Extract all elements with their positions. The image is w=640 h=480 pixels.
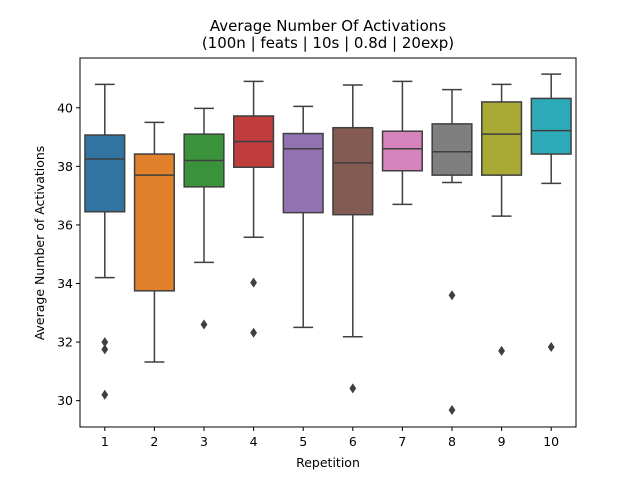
- y-tick-label: 36: [57, 217, 73, 232]
- y-tick-label: 40: [57, 100, 73, 115]
- outlier-point: [250, 277, 257, 288]
- box-group-8: [431, 88, 473, 416]
- x-axis: 1 2 3 4 5 6 7 8 9 10: [101, 427, 559, 449]
- x-tick-label: 10: [543, 434, 559, 449]
- outlier-point: [250, 327, 257, 338]
- box: [133, 153, 175, 292]
- box: [431, 123, 473, 176]
- box: [481, 101, 523, 176]
- outlier-point: [349, 383, 357, 394]
- y-axis: 30 32 34 36 38 40: [57, 100, 80, 408]
- box-group-1: [84, 83, 126, 400]
- box-group-6: [332, 84, 374, 394]
- x-tick-label: 9: [498, 434, 506, 449]
- x-tick-label: 1: [101, 434, 109, 449]
- outlier-point: [498, 345, 505, 356]
- x-axis-label: Repetition: [296, 455, 360, 470]
- box-group-4: [233, 80, 275, 338]
- x-tick-label: 7: [398, 434, 406, 449]
- box-group-10: [530, 73, 572, 353]
- x-tick-label: 8: [448, 434, 456, 449]
- box: [530, 97, 572, 155]
- outlier-point: [448, 290, 456, 301]
- x-tick-label: 3: [200, 434, 208, 449]
- plot-frame: [79, 57, 577, 428]
- y-axis-label: Average Number of Activations: [32, 146, 47, 341]
- x-tick-label: 2: [150, 434, 158, 449]
- x-tick-label: 6: [349, 434, 357, 449]
- plot-area: [84, 73, 572, 416]
- y-tick-label: 34: [57, 276, 73, 291]
- outlier-point: [547, 342, 555, 353]
- y-tick-label: 32: [57, 335, 73, 350]
- box: [84, 134, 126, 213]
- box: [282, 132, 324, 214]
- box-group-2: [133, 121, 175, 363]
- box-group-5: [282, 105, 324, 329]
- y-tick-label: 30: [57, 393, 73, 408]
- outlier-point: [101, 389, 109, 400]
- outlier-point: [448, 405, 456, 416]
- chart-title: Average Number Of Activations: [210, 17, 446, 35]
- y-tick-label: 38: [57, 159, 73, 174]
- box-group-9: [481, 83, 523, 356]
- box: [332, 126, 374, 216]
- outlier-point: [101, 337, 109, 348]
- x-tick-label: 5: [299, 434, 307, 449]
- x-tick-label: 4: [250, 434, 258, 449]
- box-group-3: [183, 107, 225, 330]
- box: [381, 130, 423, 172]
- chart-subtitle: (100n | feats | 10s | 0.8d | 20exp): [202, 34, 454, 52]
- box-group-7: [381, 80, 423, 206]
- outlier-point: [101, 344, 109, 355]
- outlier-point: [200, 319, 208, 330]
